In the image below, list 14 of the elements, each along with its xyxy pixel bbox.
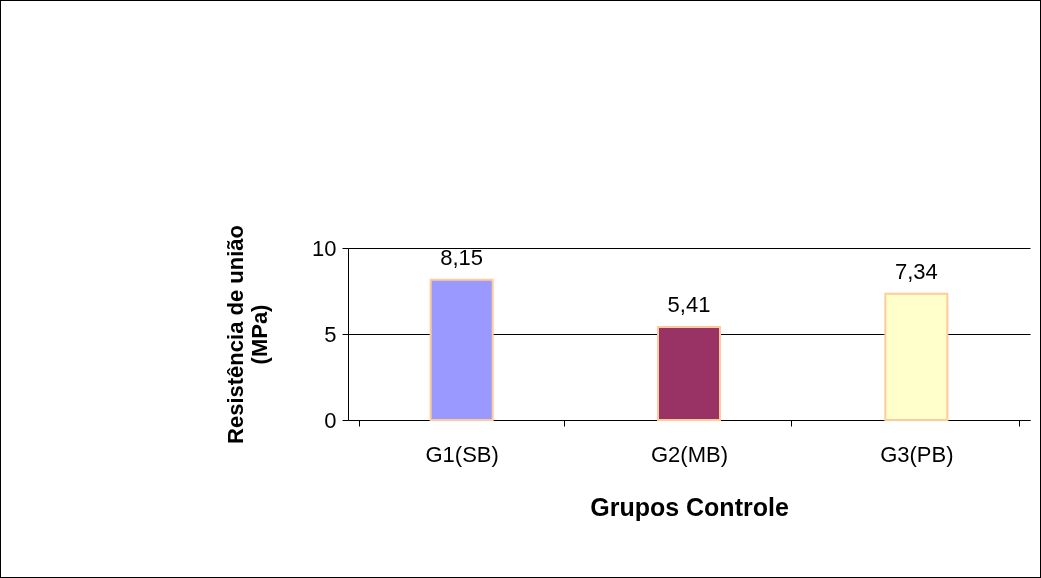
y-tick-label: 5: [324, 321, 337, 347]
x-tick-label: G3(PB): [880, 441, 954, 467]
bar: [657, 325, 721, 421]
x-tick-label: G2(MB): [651, 441, 728, 467]
y-tick-label: 10: [312, 235, 337, 261]
y-tick-label: 0: [324, 407, 337, 433]
bar: [884, 292, 949, 421]
x-tick-label: G1(SB): [425, 441, 499, 467]
data-label: 5,41: [667, 291, 711, 317]
y-axis-title: Resistência de união (MPa): [223, 225, 273, 444]
x-axis-title: Grupos Controle: [590, 492, 789, 521]
data-label: 7,34: [894, 258, 938, 284]
data-label: 8,15: [440, 244, 484, 270]
bar: [429, 278, 494, 421]
